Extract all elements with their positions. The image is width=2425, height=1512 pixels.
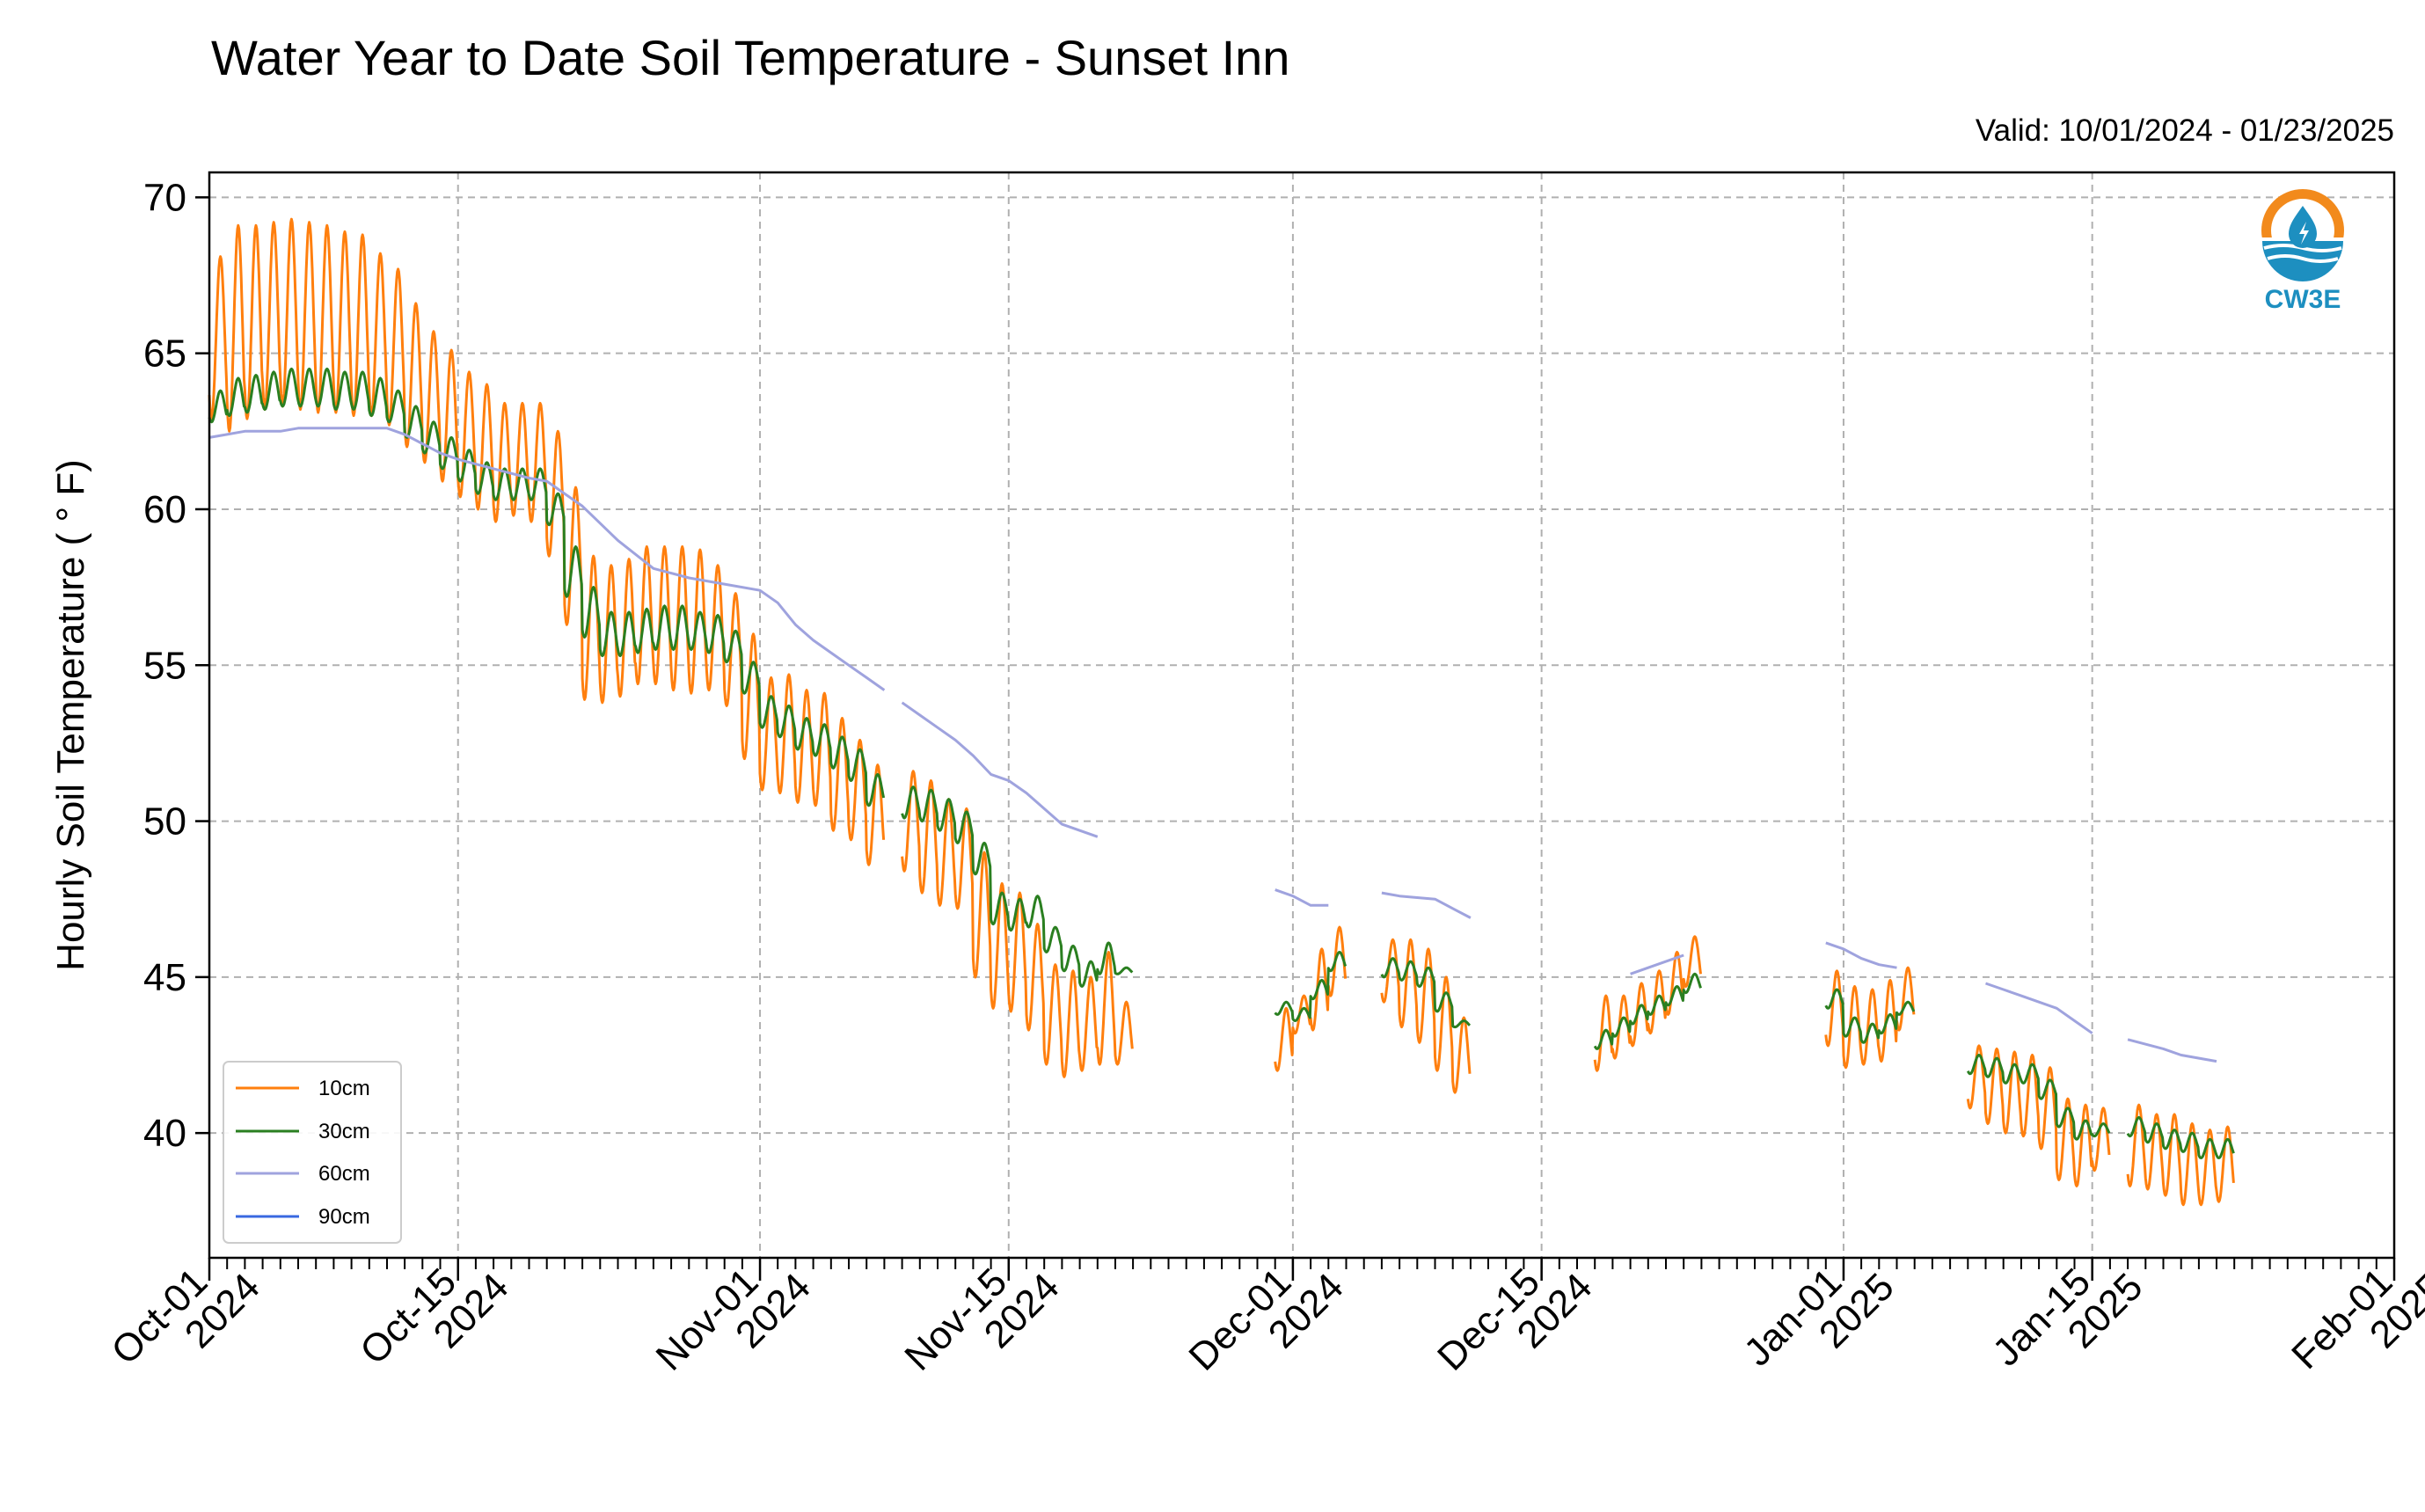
legend-label-10cm: 10cm: [318, 1077, 370, 1100]
series-lines: [208, 217, 2235, 1207]
y-tick-label: 40: [143, 1112, 186, 1155]
legend-box: [223, 1061, 402, 1244]
plot-frame: [208, 171, 2396, 1260]
legend-label-30cm: 30cm: [318, 1120, 370, 1143]
grid-lines: [209, 172, 2394, 1258]
water-drop-icon: [2289, 206, 2317, 248]
y-tick-label: 70: [143, 176, 186, 219]
valid-date-range: Valid: 10/01/2024 - 01/23/2025: [1976, 113, 2394, 148]
legend: 10cm 30cm 60cm 90cm: [223, 1061, 402, 1244]
y-tick-label: 60: [143, 488, 186, 531]
legend-label-60cm: 60cm: [318, 1162, 370, 1186]
legend-label-90cm: 90cm: [318, 1205, 370, 1229]
series-line-10cm: [208, 217, 2235, 1207]
chart-title: Water Year to Date Soil Temperature - Su…: [211, 30, 1289, 85]
cw3e-logo: CW3E: [2257, 189, 2348, 314]
x-minor-ticks: [208, 1258, 2395, 1269]
y-tick-label: 65: [143, 332, 186, 376]
series-line-30cm: [208, 367, 2235, 1159]
y-tick-label: 45: [143, 956, 186, 999]
y-tick-label: 55: [143, 644, 186, 687]
logo-text: CW3E: [2265, 285, 2341, 314]
y-tick-label: 50: [143, 800, 186, 844]
series-line-60cm: [208, 427, 2217, 1063]
y-axis-label: Hourly Soil Temperature ( ° F): [49, 459, 92, 971]
